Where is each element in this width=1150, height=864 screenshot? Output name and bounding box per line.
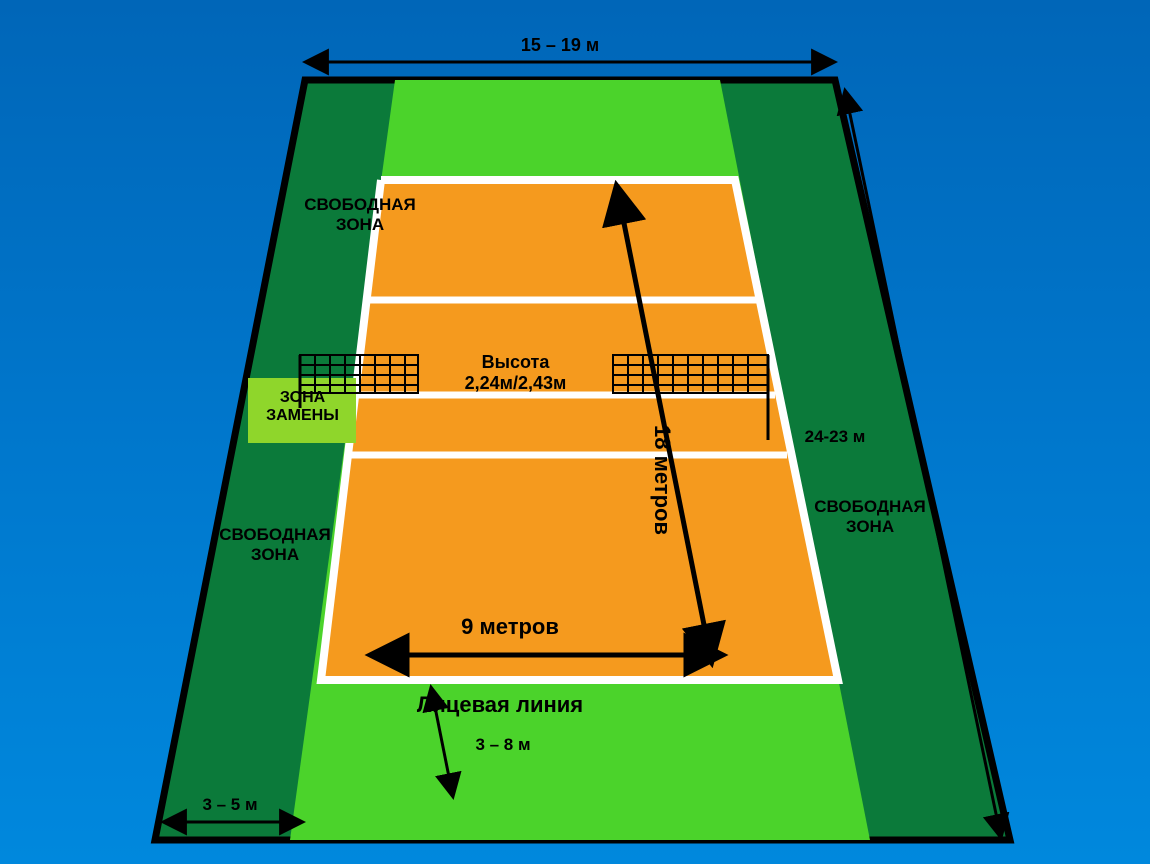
court-svg: 18 метров [0,0,1150,864]
net-height-text: Высота 2,24м/2,43м [418,352,613,393]
free-zone-label-left: СВОБОДНАЯ ЗОНА [195,525,355,564]
free-zone-label-top: СВОБОДНАЯ ЗОНА [280,195,440,234]
side-length-text: 24-23 м [790,427,880,447]
side-free-depth-text: 3 – 5 м [185,795,275,815]
diagram-root: 18 метров 15 – 19 м СВОБОДНАЯ ЗОНА Высот… [0,0,1150,864]
top-width-text: 15 – 19 м [460,35,660,56]
court-width-text: 9 метров [410,614,610,639]
free-zone-label-right: СВОБОДНАЯ ЗОНА [790,497,950,536]
end-line-label: Лицевая линия [370,692,630,717]
bottom-free-depth-text: 3 – 8 м [458,735,548,755]
court-length-text: 18 метров [650,425,675,535]
sub-zone-label: ЗОНА ЗАМЕНЫ [245,389,360,426]
